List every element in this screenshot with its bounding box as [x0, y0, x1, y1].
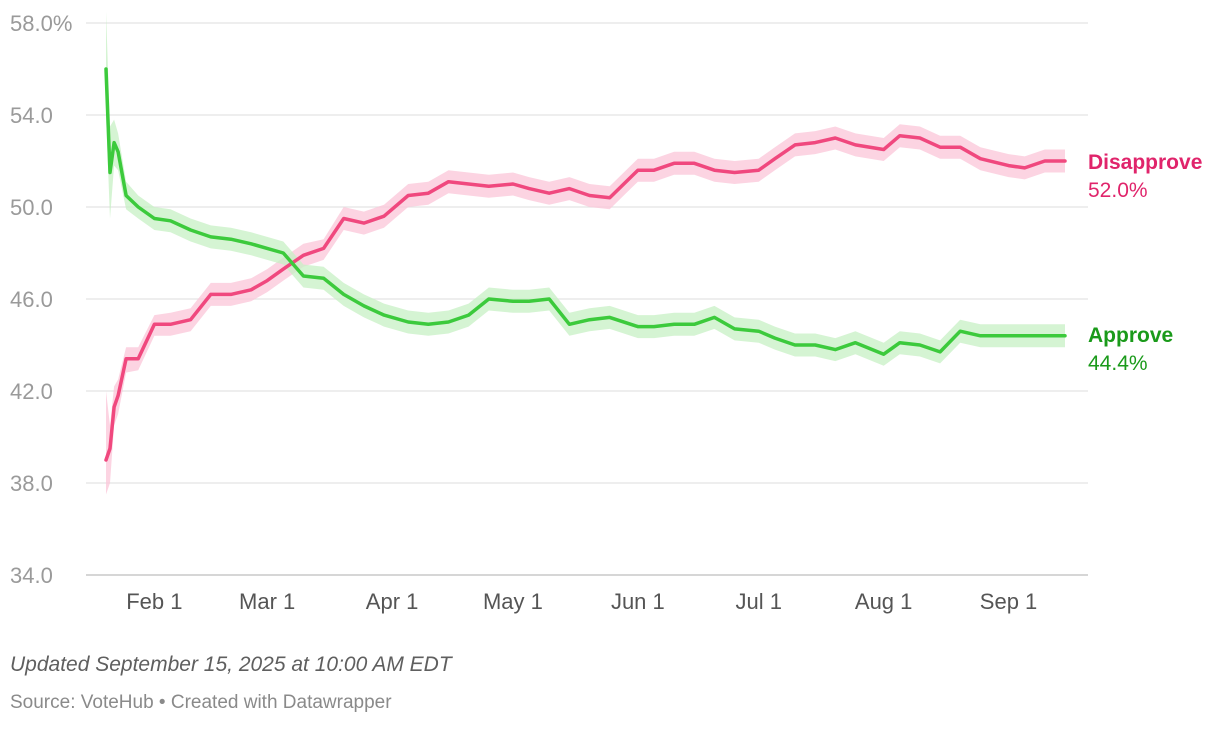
source-note: Source: VoteHub • Created with Datawrapp… [10, 692, 392, 713]
series-line-approve [104, 67, 1067, 356]
updated-note: Updated September 15, 2025 at 10:00 AM E… [10, 653, 452, 676]
y-tick-label: 46.0 [10, 287, 53, 312]
end-labels: Disapprove 52.0% Approve 44.4% [1088, 151, 1202, 375]
end-label-value-disapprove: 52.0% [1088, 179, 1148, 202]
confidence-bands [106, 11, 1065, 495]
x-tick-label: Mar 1 [239, 589, 295, 614]
x-tick-label: Apr 1 [366, 589, 419, 614]
series-band-disapprove [106, 124, 1065, 495]
x-tick-label: Aug 1 [855, 589, 913, 614]
y-tick-label: 42.0 [10, 379, 53, 404]
x-tick-label: Jun 1 [611, 589, 665, 614]
y-tick-label: 34.0 [10, 563, 53, 588]
y-tick-label: 58.0% [10, 11, 72, 36]
end-label-name-approve: Approve [1088, 324, 1173, 347]
y-tick-label: 50.0 [10, 195, 53, 220]
x-tick-label: Feb 1 [126, 589, 182, 614]
series-band-approve [106, 11, 1065, 366]
series-line-disapprove [104, 133, 1067, 462]
series-lines [104, 67, 1067, 462]
x-tick-label: Sep 1 [980, 589, 1038, 614]
end-label-name-disapprove: Disapprove [1088, 151, 1202, 174]
end-label-value-approve: 44.4% [1088, 352, 1148, 375]
y-tick-label: 54.0 [10, 103, 53, 128]
y-tick-label: 38.0 [10, 471, 53, 496]
x-tick-label: May 1 [483, 589, 543, 614]
x-tick-label: Jul 1 [736, 589, 782, 614]
approval-line-chart: 58.0% 54.0 50.0 46.0 42.0 38.0 34.0 Feb 1 Mar 1… [10, 11, 1202, 614]
y-axis-ticks: 58.0% 54.0 50.0 46.0 42.0 38.0 34.0 [10, 11, 72, 588]
x-axis-ticks: Feb 1 Mar 1 Apr 1 May 1 Jun 1 Jul 1 Aug 1 Sep 1 [126, 589, 1037, 614]
